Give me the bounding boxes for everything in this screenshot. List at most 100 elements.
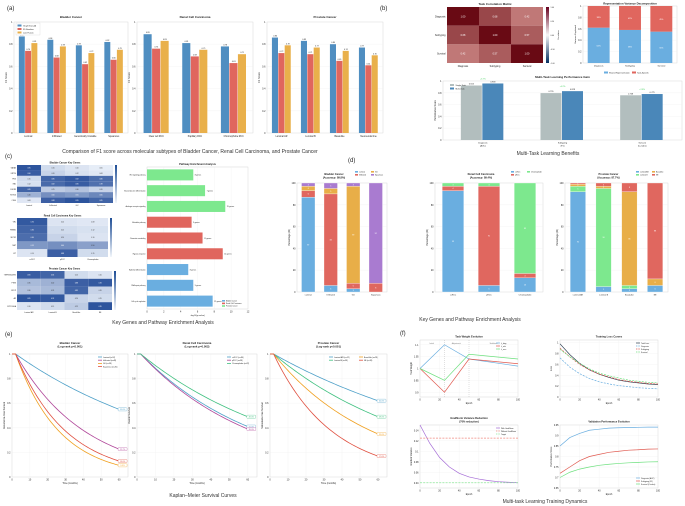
legend-swatch — [222, 305, 225, 307]
segment-value: 13 — [524, 285, 526, 287]
legend-label: ccRCC (n=86) — [232, 357, 244, 359]
legend-label: Infiltrated (n=48) — [103, 359, 117, 362]
bar-value-label: 0.68 — [55, 56, 59, 58]
bar-value-label: 0.65 — [338, 59, 342, 61]
cell-value: 0.10 — [27, 306, 30, 308]
heatmap-cell — [40, 278, 65, 287]
chart-title: Bladder Cancer — [60, 15, 83, 19]
cell-value: 0.80 — [99, 178, 102, 180]
end-label-box — [376, 398, 387, 403]
survival-curve — [137, 353, 248, 430]
cell-value: 0.90 — [27, 275, 30, 277]
heatmap-cell — [89, 181, 113, 187]
colorbar-tick: -1.00 — [551, 63, 555, 65]
chart-title: Bladder Cancer — [60, 341, 82, 345]
series-line — [559, 343, 659, 385]
bar-value-label: 0.924 — [469, 83, 475, 85]
performance-gain-chart: 0 0.2 0.4 0.6 0.8 1 Multi-Task Learning Perfor… — [434, 75, 683, 147]
bar — [342, 50, 349, 133]
bar — [641, 94, 663, 140]
x-tick-label: 40 — [458, 399, 461, 402]
legend-label: Chromophobe (n=22) — [232, 363, 250, 365]
pathway-label: Chromatin remodeling — [130, 237, 146, 240]
end-label-box — [117, 447, 128, 451]
bar-value-label: 0.795 — [548, 91, 554, 93]
y-tick-label: 1 — [417, 368, 419, 371]
gene-label: GATA3 — [11, 166, 16, 169]
chart-subtitle: (Accuracy: 89.4%) — [470, 176, 492, 180]
cell-value: 0.85 — [99, 200, 102, 202]
phase-label: Adjustment — [452, 342, 461, 345]
heatmap-cell — [65, 175, 89, 182]
x-axis-label: Epoch — [466, 494, 473, 496]
pathway-label: Epithelial differentiation — [129, 268, 146, 271]
bar — [620, 95, 642, 140]
legend-label: GraphTrans-AI — [23, 24, 37, 27]
heatmap-cell — [77, 233, 108, 242]
heatmap-cell — [65, 181, 89, 187]
y-tick-label: 0.6 — [132, 402, 136, 405]
cell-value: 0.25 — [75, 306, 78, 308]
end-label-box — [376, 432, 387, 436]
subtype-label: Squamous — [97, 205, 106, 207]
y-tick-label: 0 — [562, 291, 564, 294]
heatmap-cell — [64, 271, 89, 279]
plot-area — [269, 353, 388, 478]
y-tick-label: 0.2 — [132, 451, 136, 454]
legend-swatch — [450, 87, 454, 90]
bar-value-label: 0.77 — [315, 46, 319, 48]
row-label: Subtyping — [435, 34, 446, 37]
y-tick-label: 1 — [557, 342, 559, 345]
bar — [307, 54, 314, 133]
chart-title: Prostate Cancer Key Genes — [49, 268, 81, 271]
bar-value-label: 0.82 — [106, 40, 110, 42]
segment-value: 3 — [603, 184, 604, 186]
y-tick-label: 0.4 — [262, 88, 266, 91]
subtype-label: GU — [76, 205, 79, 207]
y-tick-label: 60 — [561, 226, 564, 229]
heatmap-cell — [17, 192, 41, 198]
segment-value: 8 — [375, 287, 376, 289]
category-label: Basal-like — [335, 136, 346, 138]
y-tick-label: 40 — [561, 247, 564, 250]
legend-label: Diagnosis (AUC) — [641, 477, 655, 480]
panel-c: (c) Bladder Cancer Key Genes 0.95 0.15 0.10 0… — [4, 154, 250, 326]
legend-label: Multi-Task — [456, 87, 465, 90]
heatmap-cell — [65, 197, 89, 203]
cell-value: 0.12 — [27, 184, 30, 186]
category-label: Neuroendocrine — [360, 135, 377, 138]
legend-label: Single Task — [456, 85, 466, 87]
panel-label: (c) — [5, 154, 12, 160]
gene-label: PTEN — [11, 282, 16, 284]
panel-caption: Key Genes and Pathway Enrichment Analysi… — [419, 317, 521, 323]
plot-area — [11, 353, 129, 478]
category-label: (F1) — [561, 145, 565, 147]
legend-swatch — [222, 302, 225, 305]
legend-label: GU — [375, 172, 378, 174]
cell-value: 0.10 — [75, 167, 78, 169]
segment-value: 5 — [577, 189, 578, 191]
end-label-box — [117, 459, 128, 463]
gene-count-label: 9 genes — [193, 222, 199, 224]
x-axis-label: -log10(p-value) — [190, 315, 205, 317]
panel-label: (a) — [7, 6, 14, 12]
cell-value: 0.88 — [61, 253, 64, 255]
heatmap-cell — [479, 44, 511, 63]
bar-value-label: 0.66 — [112, 58, 116, 60]
legend-swatch — [17, 24, 22, 27]
heatmap-cell — [64, 278, 89, 287]
y-tick-label: 1 — [11, 21, 13, 24]
gene-label: SYP/CHGA — [7, 305, 17, 308]
category-label: Survival — [638, 142, 646, 145]
chart-subtitle: (Accuracy: 87.7%) — [597, 176, 619, 180]
gene-count-label: 14 genes — [224, 254, 231, 256]
cell-value: 0.95 — [99, 306, 102, 308]
segment-value: 87 — [307, 244, 309, 246]
bar — [482, 83, 504, 140]
x-tick-label: 80 — [497, 399, 500, 402]
heatmap-cell — [77, 225, 108, 234]
chart-subtitle: (Log-rank p<0.001) — [58, 345, 83, 349]
y-tick-label: 0.8 — [9, 43, 13, 46]
heatmap-cell — [40, 286, 65, 295]
